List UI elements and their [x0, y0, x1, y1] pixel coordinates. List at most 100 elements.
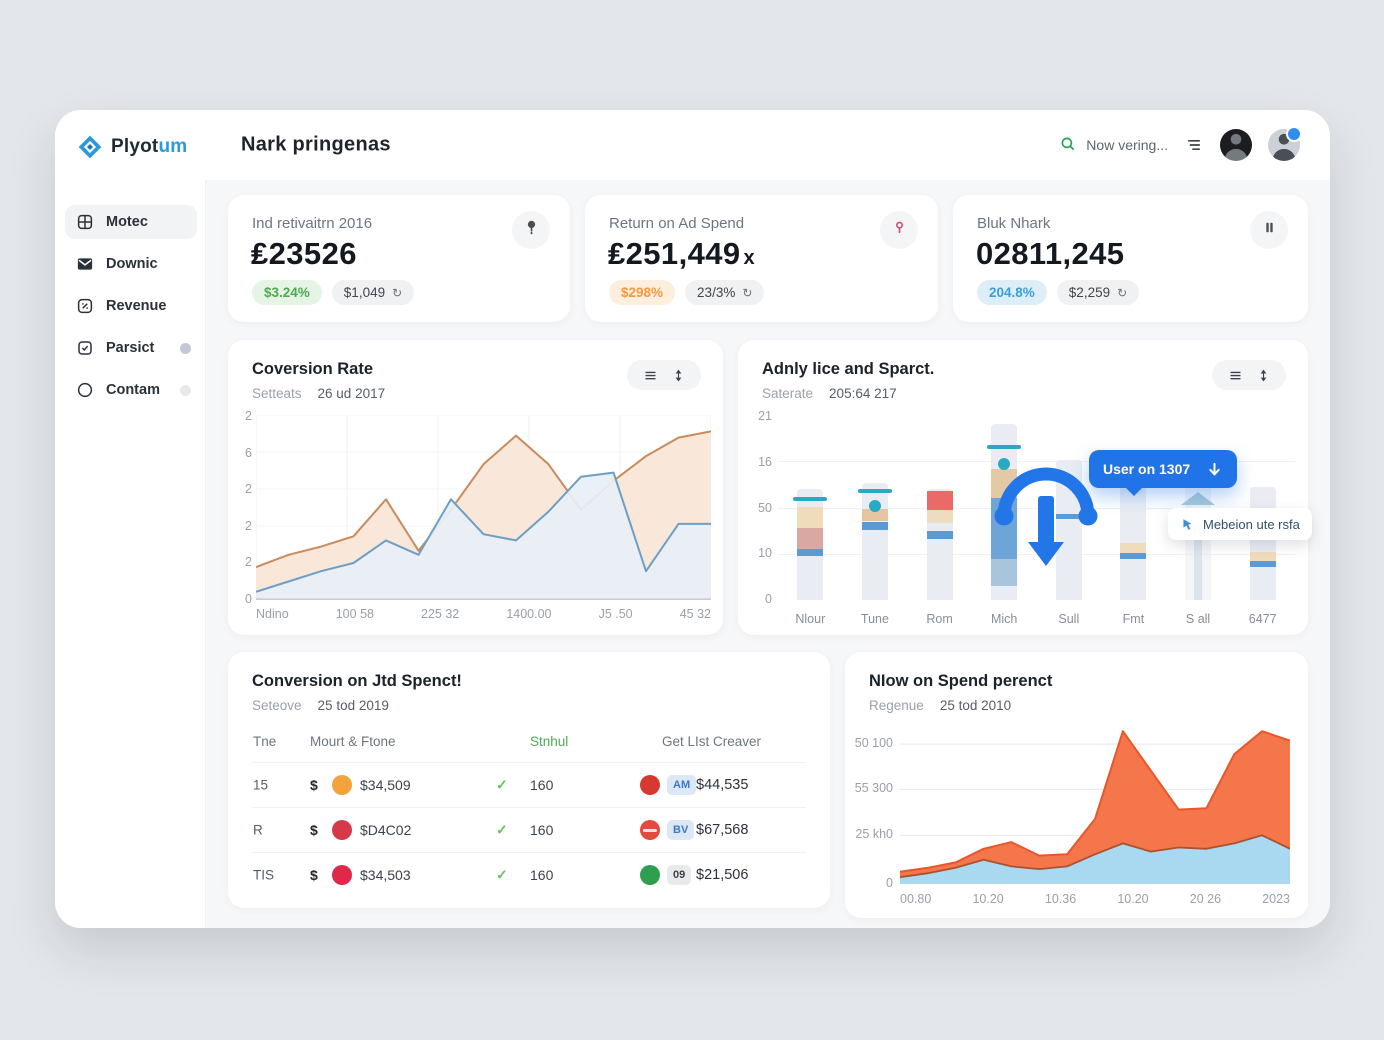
row-status: 160	[530, 822, 554, 838]
sidebar-item-label: Downic	[106, 256, 158, 272]
kpi-title: Ind retivaitrn 2016	[252, 215, 373, 232]
row-chip: BV	[667, 820, 695, 840]
kpi-secondary-pill[interactable]: $1,049 ↻	[331, 280, 415, 305]
spend-chart-card: NIow on Spend perenct Regenue 25 tod 201…	[845, 652, 1308, 918]
menu-icon[interactable]	[643, 368, 658, 383]
card-subtitle: Setteats 26 ud 2017	[252, 386, 386, 401]
swap-icon[interactable]	[671, 368, 686, 383]
bar-dot-marker	[868, 499, 881, 512]
sidebar-item-downic[interactable]: Downic	[65, 247, 197, 281]
pin-icon	[522, 218, 541, 242]
card-title: NIow on Spend perenct	[869, 672, 1053, 690]
sidebar-item-parsict[interactable]: Parsict	[65, 331, 197, 365]
sidebar-item-revenue[interactable]: Revenue	[65, 289, 197, 323]
sidebar-nav: Motec Downic Revenue Parsict Contam	[65, 205, 197, 415]
sidebar-item-badge	[180, 384, 191, 396]
currency-symbol: $	[310, 822, 318, 838]
card-actions[interactable]	[1212, 360, 1286, 390]
row-status: 160	[530, 777, 554, 793]
bar-column-mich: Mich	[972, 415, 1037, 626]
kpi-value-text: 02811,245	[976, 236, 1125, 271]
check-icon: ✓	[496, 866, 508, 883]
sidebar-item-contam[interactable]: Contam	[65, 373, 197, 407]
bar-segment	[797, 506, 824, 528]
kpi-secondary-value: 23/3%	[697, 285, 736, 300]
y-tick: 0	[886, 876, 893, 890]
y-axis-labels: 21 16 50 10 0	[750, 409, 772, 606]
task-icon	[76, 339, 94, 357]
kpi-secondary-pill[interactable]: $2,259 ↻	[1056, 280, 1140, 305]
y-tick: 2	[245, 518, 252, 533]
row-amount: $34,503	[360, 867, 411, 883]
y-tick: 6	[245, 445, 252, 460]
x-tick: Tune	[860, 612, 889, 626]
column-header: Mourt & Ftone	[310, 734, 396, 749]
kpi-value: ₤23526	[251, 236, 357, 272]
card-subtitle: Saterate 205:64 217	[762, 386, 897, 401]
avatar-user[interactable]	[1268, 126, 1302, 161]
sidebar-item-badge	[180, 342, 191, 354]
location-icon	[890, 218, 909, 242]
kpi-card-2: Return on Ad Spend ₤251,449 x $298% 23/3% ↻	[585, 195, 938, 322]
x-axis-labels: Ndino 100 58 225 32 1400.00 J5 .50 45 32	[256, 607, 711, 621]
kpi-icon-button[interactable]	[880, 211, 918, 249]
kpi-value: 02811,245	[976, 236, 1124, 272]
kpi-secondary-pill[interactable]: 23/3% ↻	[685, 280, 765, 305]
kpi-icon-button[interactable]	[1250, 211, 1288, 249]
row-amount: $D4C02	[360, 822, 412, 838]
row-avatar-icon	[332, 865, 352, 885]
table-row[interactable]: TIS $ $34,503 ✓ 160 09 $21,506	[252, 853, 806, 897]
analytics-chart-card: Adnly lice and Sparct. Saterate 205:64 2…	[738, 340, 1312, 635]
bar-dot-marker	[998, 458, 1011, 471]
x-axis-labels: 00.80 10.20 10.36 10.20 20 26 2023	[900, 892, 1290, 906]
row-divider	[252, 852, 806, 853]
chart-tooltip-secondary: Mebeion ute rsfa	[1168, 508, 1312, 540]
logo-text: Plyotum	[111, 136, 188, 157]
x-tick: Mich	[990, 612, 1018, 626]
kpi-change-badge: $3.24%	[252, 280, 322, 305]
area-chart	[900, 730, 1290, 884]
card-actions[interactable]	[627, 360, 701, 390]
kpi-badges: 204.8% $2,259 ↻	[977, 280, 1140, 305]
row-divider	[252, 762, 806, 763]
bar-segment	[861, 522, 888, 531]
search[interactable]: Now vering...	[1059, 135, 1168, 156]
up-arrow-marker	[1181, 491, 1216, 505]
chart-tooltip: User on 1307	[1089, 450, 1237, 496]
bar-column-tune: Tune	[843, 415, 908, 626]
row-id: TIS	[253, 867, 275, 883]
row-product-icon	[640, 865, 660, 885]
table-row[interactable]: 15 $ $34,509 ✓ 160 AM $44,535	[252, 763, 806, 807]
bar-cap-marker	[793, 497, 828, 502]
y-tick: 2	[245, 555, 252, 570]
kpi-icon-button[interactable]	[512, 211, 550, 249]
filter-icon[interactable]	[1184, 135, 1204, 155]
row-amount: $34,509	[360, 777, 411, 793]
row-value: $67,568	[696, 822, 749, 838]
bar-segment	[1055, 513, 1082, 519]
x-tick: S all	[1185, 612, 1211, 626]
sidebar-item-motec[interactable]: Motec	[65, 205, 197, 239]
x-tick: 20 26	[1189, 892, 1222, 906]
down-arrow-icon	[1206, 461, 1223, 478]
swap-icon[interactable]	[1256, 368, 1271, 383]
row-value: $44,535	[696, 777, 749, 793]
y-tick: 50	[758, 500, 772, 515]
dashboard-icon	[76, 213, 94, 231]
kpi-value: ₤251,449 x	[608, 236, 755, 272]
card-subtitle: Regenue 25 tod 2010	[869, 698, 1012, 713]
card-title: Conversion on Jtd Spenct!	[252, 672, 462, 690]
bar-column-rom: Rom	[907, 415, 972, 626]
kpi-value-text: ₤23526	[251, 236, 357, 271]
x-tick: Fmt	[1122, 612, 1145, 626]
x-tick: J5 .50	[598, 607, 633, 621]
y-tick: 2	[245, 482, 252, 497]
menu-icon[interactable]	[1228, 368, 1243, 383]
table-row[interactable]: R $ $D4C02 ✓ 160 BV $67,568	[252, 808, 806, 852]
logo[interactable]: Plyotum	[77, 134, 187, 160]
avatar[interactable]	[1220, 129, 1252, 161]
icon-stripe	[643, 829, 657, 832]
check-icon: ✓	[496, 776, 508, 793]
x-tick: 10.20	[1117, 892, 1149, 906]
